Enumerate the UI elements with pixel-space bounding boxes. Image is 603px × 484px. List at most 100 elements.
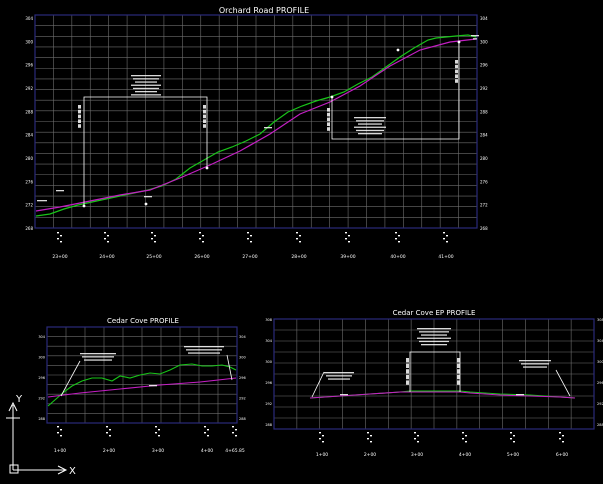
orchard-station-label: 26+00 bbox=[194, 254, 209, 260]
vertical-annotation-text bbox=[78, 119, 81, 123]
cedar-ep-right-elevation-label: 308 bbox=[597, 318, 603, 322]
station-elevation-tag bbox=[562, 441, 564, 443]
annotation-text-block bbox=[184, 346, 224, 348]
orchard-pvi-marker bbox=[144, 202, 148, 206]
station-elevation-tag bbox=[395, 238, 397, 240]
station-elevation-tag bbox=[299, 235, 301, 237]
annotation-text-block bbox=[80, 353, 116, 355]
ucs-y-label: Y bbox=[15, 394, 23, 405]
annotation-text-block bbox=[188, 352, 220, 354]
station-elevation-tag bbox=[109, 429, 111, 431]
station-elevation-tag bbox=[247, 238, 249, 240]
station-elevation-tag bbox=[199, 238, 201, 240]
station-elevation-tag bbox=[250, 235, 252, 237]
station-elevation-tag bbox=[106, 426, 108, 428]
vertical-annotation-text bbox=[457, 369, 460, 374]
vertical-annotation-text bbox=[203, 109, 206, 114]
cedar-right-elevation-label: 304 bbox=[239, 335, 246, 339]
station-elevation-tag bbox=[414, 432, 416, 434]
annotation-text-block bbox=[149, 385, 157, 387]
station-elevation-tag bbox=[199, 232, 201, 234]
cedar-ep-station-labels: 1+00 2+00 3+00 4+00 5+00 6+00 bbox=[316, 432, 568, 458]
orchard-proposed-grade-line bbox=[35, 38, 477, 212]
orchard-right-elevation-label: 288 bbox=[480, 109, 488, 114]
station-elevation-tag bbox=[107, 235, 109, 237]
cedar-ep-station-label: 3+00 bbox=[411, 452, 423, 458]
annotation-text-block bbox=[356, 129, 384, 132]
cedar-cove-ep-profile-view[interactable]: Cedar Cove EP PROFILE 308 304 300 296 292 288… bbox=[265, 309, 603, 458]
annotation-text-block bbox=[516, 394, 524, 396]
cedar-station-label: 4+00 bbox=[201, 448, 213, 454]
cedar-callout-leader-2 bbox=[226, 354, 233, 381]
cedar-left-elevation-label: 288 bbox=[38, 417, 45, 421]
station-elevation-tag bbox=[296, 232, 298, 234]
cedar-left-elevation-label: 300 bbox=[38, 356, 45, 360]
vertical-annotation-text bbox=[203, 124, 206, 128]
station-elevation-tag bbox=[232, 432, 234, 434]
station-elevation-tag bbox=[202, 235, 204, 237]
annotation-text-block bbox=[82, 356, 114, 358]
station-elevation-tag bbox=[250, 241, 252, 243]
cedar-ep-station-label: 4+00 bbox=[459, 452, 471, 458]
orchard-station-label: 28+00 bbox=[291, 254, 306, 260]
cedar-ep-pvi-callouts bbox=[324, 328, 551, 396]
station-elevation-tag bbox=[345, 238, 347, 240]
station-elevation-tag bbox=[322, 435, 324, 437]
station-elevation-tag bbox=[319, 438, 321, 440]
vertical-annotation-text bbox=[455, 64, 458, 69]
station-elevation-tag bbox=[462, 432, 464, 434]
orchard-right-elevation-label: 300 bbox=[480, 39, 488, 44]
station-elevation-tag bbox=[446, 241, 448, 243]
orchard-right-elevation-label: 276 bbox=[480, 179, 488, 184]
annotation-text-block bbox=[328, 378, 350, 380]
station-elevation-tag bbox=[155, 432, 157, 434]
station-elevation-tag bbox=[414, 438, 416, 440]
annotation-text-block bbox=[354, 126, 386, 128]
cedar-left-elevation-label: 292 bbox=[38, 397, 45, 401]
station-elevation-tag bbox=[104, 238, 106, 240]
station-elevation-tag bbox=[106, 432, 108, 434]
station-elevation-tag bbox=[235, 429, 237, 431]
cedar-left-elevation-label: 296 bbox=[38, 376, 45, 380]
orchard-left-elevation-labels: 304 300 296 292 288 284 280 276 272 268 bbox=[25, 16, 33, 231]
station-elevation-tag bbox=[158, 435, 160, 437]
station-elevation-tag bbox=[204, 426, 206, 428]
orchard-right-elevation-label: 296 bbox=[480, 63, 488, 68]
orchard-left-elevation-label: 292 bbox=[25, 86, 33, 91]
station-elevation-tag bbox=[57, 426, 59, 428]
annotation-text-block bbox=[421, 344, 447, 346]
station-elevation-tag bbox=[443, 232, 445, 234]
orchard-pvi-marker bbox=[457, 40, 461, 44]
orchard-left-elevation-label: 288 bbox=[25, 109, 33, 114]
annotation-text-block bbox=[324, 372, 354, 374]
vertical-annotation-text bbox=[327, 112, 330, 117]
cedar-profile-frame bbox=[46, 326, 238, 424]
annotation-text-block bbox=[521, 363, 549, 365]
orchard-right-elevation-label: 272 bbox=[480, 203, 488, 208]
cedar-right-elevation-label: 292 bbox=[239, 397, 246, 401]
station-elevation-tag bbox=[367, 432, 369, 434]
station-elevation-tag bbox=[370, 435, 372, 437]
annotation-text-block bbox=[37, 200, 47, 202]
cedar-station-label: 4+65.85 bbox=[225, 448, 245, 454]
station-elevation-tag bbox=[104, 232, 106, 234]
vertical-annotation-text bbox=[78, 105, 81, 109]
orchard-profile-title: Orchard Road PROFILE bbox=[219, 6, 309, 15]
cedar-ep-left-elevation-label: 292 bbox=[265, 402, 272, 406]
station-elevation-tag bbox=[370, 441, 372, 443]
station-elevation-tag bbox=[417, 435, 419, 437]
orchard-road-profile-view[interactable]: Orchard Road PROFILE 304 300 296 292 288 284 2… bbox=[25, 6, 488, 260]
station-elevation-tag bbox=[296, 238, 298, 240]
station-elevation-tag bbox=[510, 432, 512, 434]
orchard-right-elevation-label: 292 bbox=[480, 86, 488, 91]
orchard-vertical-curve-2 bbox=[331, 42, 460, 140]
orchard-station-label: 24+00 bbox=[99, 254, 114, 260]
cedar-left-elevation-labels: 304 300 296 292 288 bbox=[38, 335, 45, 421]
station-elevation-tag bbox=[348, 235, 350, 237]
orchard-right-elevation-label: 280 bbox=[480, 156, 488, 161]
orchard-station-label: 23+00 bbox=[52, 254, 67, 260]
orchard-left-elevation-label: 268 bbox=[25, 226, 33, 231]
vertical-annotation-text bbox=[457, 358, 460, 363]
